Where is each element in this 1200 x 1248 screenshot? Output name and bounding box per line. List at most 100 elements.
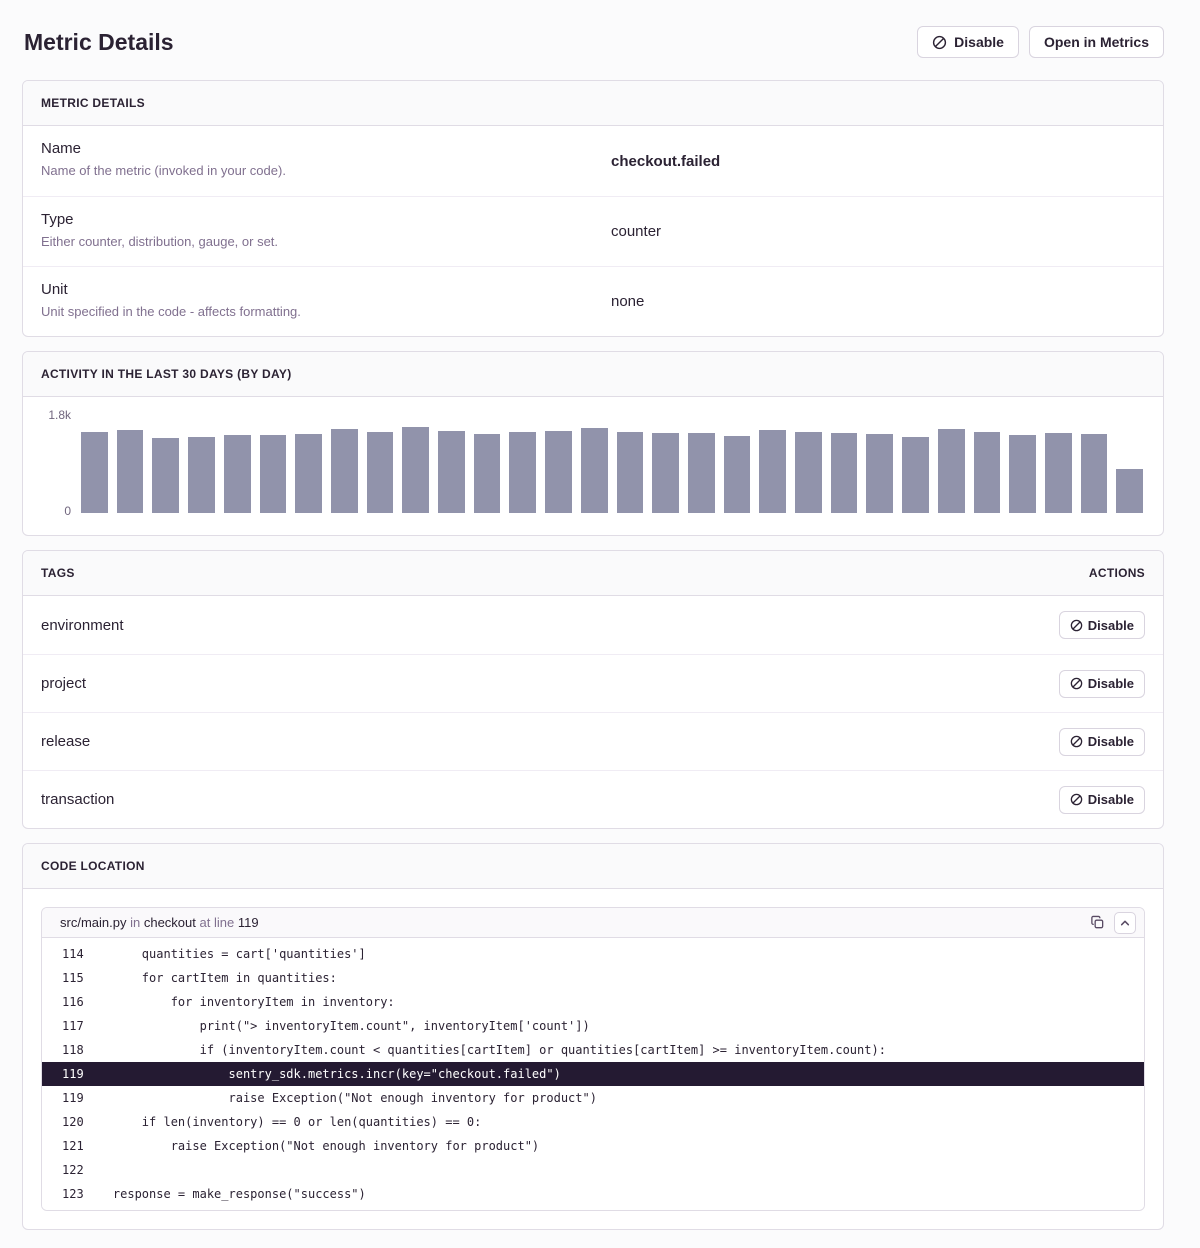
activity-bar [1044,433,1072,513]
line-number: 120 [62,1115,84,1129]
line-number: 116 [62,995,84,1009]
detail-label: Name [41,140,82,157]
disable-tag-button[interactable]: Disable [1058,785,1145,814]
detail-row-name: Name Name of the metric (invoked in your… [23,126,1163,196]
chart-y-axis: 1.8k 0 [39,408,81,518]
line-number: 117 [62,1019,84,1033]
activity-bar [937,429,965,513]
chevron-up-icon [1120,920,1130,925]
activity-chart: 1.8k 0 [23,397,1163,535]
tags-actions-column-label: ACTIONS [1088,566,1145,580]
detail-left: Type Either counter, distribution, gauge… [23,197,593,266]
activity-bar [1116,469,1144,513]
open-in-metrics-button[interactable]: Open in Metrics [1028,26,1164,58]
header-actions: Disable Open in Metrics [917,26,1164,58]
code-line: 119 raise Exception("Not enough inventor… [42,1086,1144,1110]
ban-icon [1070,619,1083,631]
activity-bar [973,431,1001,513]
detail-value: none [611,293,645,310]
y-axis-min-label: 0 [64,504,71,518]
code-line: 121 raise Exception("Not enough inventor… [42,1134,1144,1158]
activity-bar [759,429,787,513]
code-text: for cartItem in quantities: [84,971,337,985]
line-number: 122 [62,1163,84,1177]
activity-bar [438,430,465,513]
activity-bar [687,432,715,513]
code-frame-actions [1088,911,1136,934]
disable-metric-button[interactable]: Disable [917,26,1019,58]
code-line: 117 print("> inventoryItem.count", inven… [42,1014,1144,1038]
activity-bar [1080,434,1108,513]
metric-details-panel-header: METRIC DETAILS [23,81,1163,126]
code-line-highlighted: 119 sentry_sdk.metrics.incr(key="checkou… [42,1062,1144,1086]
activity-bar [223,435,251,513]
disable-tag-button[interactable]: Disable [1058,669,1145,698]
line-number: 123 [62,1187,84,1201]
copy-icon [1091,915,1104,929]
detail-row-type: Type Either counter, distribution, gauge… [23,196,1163,266]
activity-bar [723,436,751,513]
code-location-panel-title: CODE LOCATION [41,859,145,873]
detail-description: Unit specified in the code - affects for… [41,304,301,319]
code-text: quantities = cart['quantities'] [84,947,366,961]
detail-value: counter [611,223,662,240]
code-text: for inventoryItem in inventory: [84,995,395,1009]
disable-tag-button[interactable]: Disable [1058,727,1145,756]
disable-metric-label: Disable [954,34,1004,50]
activity-bar [366,431,394,513]
code-text: raise Exception("Not enough inventory fo… [84,1139,540,1153]
detail-label: Unit [41,281,68,298]
tag-name: environment [41,616,124,634]
activity-panel-header: ACTIVITY IN THE LAST 30 DAYS (BY DAY) [23,352,1163,397]
activity-bar [473,433,501,513]
activity-bar [116,430,144,513]
activity-bar [402,426,430,513]
tag-name: transaction [41,791,115,808]
code-line: 115 for cartItem in quantities: [42,966,1144,990]
line-number: 119 [62,1067,84,1081]
line-number: 115 [62,971,84,985]
code-line: 122 [42,1158,1144,1182]
tag-row-release: release Disable [23,712,1163,770]
code-line-ref: 119 [237,915,259,930]
code-in-label: in [130,915,141,930]
activity-bars [81,417,1144,513]
activity-bar [902,436,929,513]
code-line: 114 quantities = cart['quantities'] [42,942,1144,966]
disable-tag-button[interactable]: Disable [1058,611,1145,639]
y-axis-max-label: 1.8k [48,408,71,422]
activity-bar [259,434,287,513]
code-location-panel: CODE LOCATION src/main.py in checkout at… [22,843,1164,1230]
activity-bar [580,428,608,513]
code-function-name: checkout [143,915,196,930]
disable-tag-label: Disable [1087,617,1134,633]
collapse-code-button[interactable] [1114,911,1136,934]
code-location-body: src/main.py in checkout at line 119 [23,889,1163,1229]
code-line: 120 if len(inventory) == 0 or len(quanti… [42,1110,1144,1134]
code-location-panel-header: CODE LOCATION [23,844,1163,889]
copy-code-button[interactable] [1088,913,1107,932]
disable-tag-label: Disable [1087,792,1134,807]
tag-name: project [41,675,87,692]
metric-details-panel: METRIC DETAILS Name Name of the metric (… [22,80,1164,337]
code-frame-title: src/main.py in checkout at line 119 [60,915,259,930]
open-in-metrics-label: Open in Metrics [1043,34,1149,50]
disable-tag-label: Disable [1087,734,1134,749]
activity-bar [830,433,858,513]
code-line: 118 if (inventoryItem.count < quantities… [42,1038,1144,1062]
activity-bar [295,433,322,513]
detail-value: checkout.failed [611,152,721,170]
tag-row-transaction: transaction Disable [23,770,1163,828]
detail-description: Name of the metric (invoked in your code… [41,163,286,178]
detail-row-unit: Unit Unit specified in the code - affect… [23,266,1163,336]
code-frame-header: src/main.py in checkout at line 119 [42,908,1144,938]
code-file-path: src/main.py [60,915,127,930]
tag-row-environment: environment Disable [23,596,1163,654]
tags-panel: TAGS ACTIONS environment Disable project… [22,550,1164,829]
activity-bar [330,429,358,513]
activity-bar [616,432,644,513]
tag-row-project: project Disable [23,654,1163,712]
line-number: 118 [62,1043,84,1057]
activity-bar [188,436,215,513]
line-number: 121 [62,1139,84,1153]
